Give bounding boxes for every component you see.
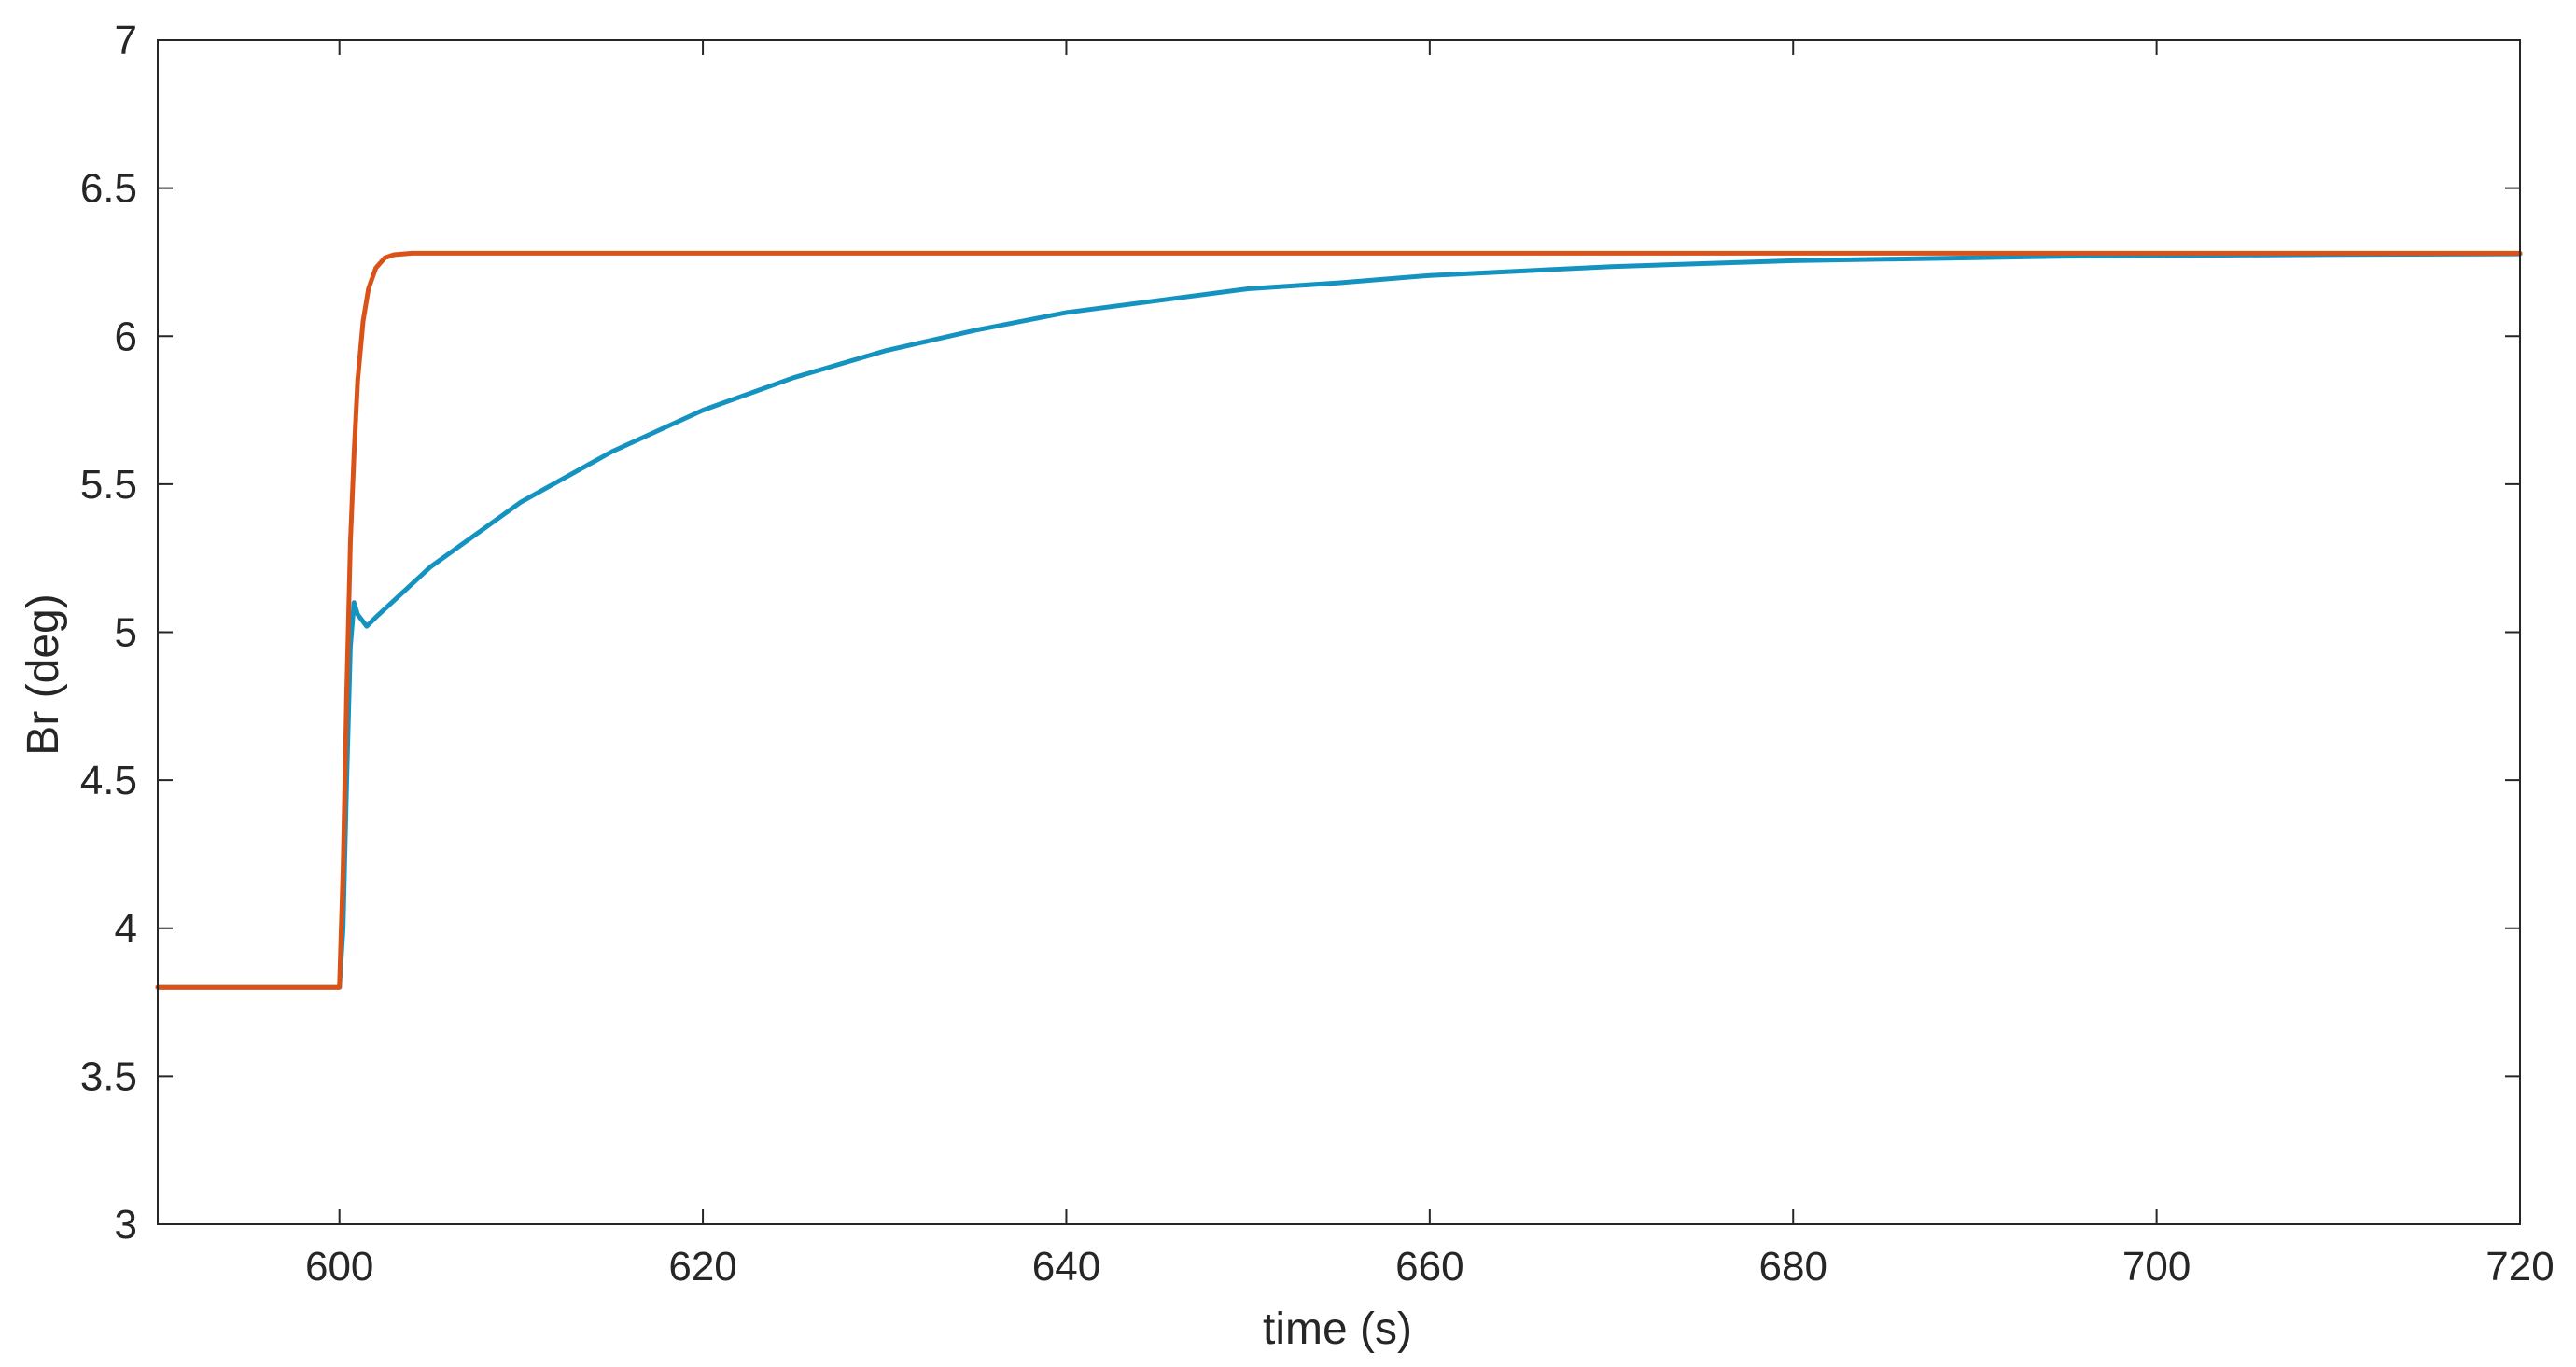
series-line-1 (155, 251, 2523, 990)
x-tick-label: 660 (1395, 1244, 1463, 1290)
x-tick-label: 620 (668, 1244, 736, 1290)
x-tick-label: 640 (1032, 1244, 1100, 1290)
y-tick-label: 4.5 (80, 758, 137, 803)
y-tick-label: 4 (115, 906, 137, 952)
plot-box (157, 39, 2521, 1225)
series-line-2 (155, 250, 2523, 990)
y-tick-label: 3 (115, 1202, 137, 1248)
y-tick-label: 5.5 (80, 462, 137, 508)
y-tick-label: 3.5 (80, 1053, 137, 1099)
x-tick-label: 700 (2122, 1244, 2191, 1290)
axes (157, 39, 2521, 1225)
y-tick-label: 6 (115, 314, 137, 359)
plot-lines (155, 250, 2523, 990)
y-tick-label: 5 (115, 610, 137, 656)
ticks: 600 620 640 660 680 700 720 3 3.5 4 4.5 5 5.5 6 6.5 7 (80, 18, 2555, 1290)
x-axis-title: time (s) (1263, 1304, 1412, 1354)
y-tick-label: 7 (115, 18, 137, 63)
x-tick-label: 680 (1759, 1244, 1827, 1290)
x-tick-label: 720 (2485, 1244, 2554, 1290)
x-tick-label: 600 (305, 1244, 373, 1290)
y-axis-title: Br (deg) (19, 593, 68, 755)
y-tick-label: 6.5 (80, 166, 137, 212)
